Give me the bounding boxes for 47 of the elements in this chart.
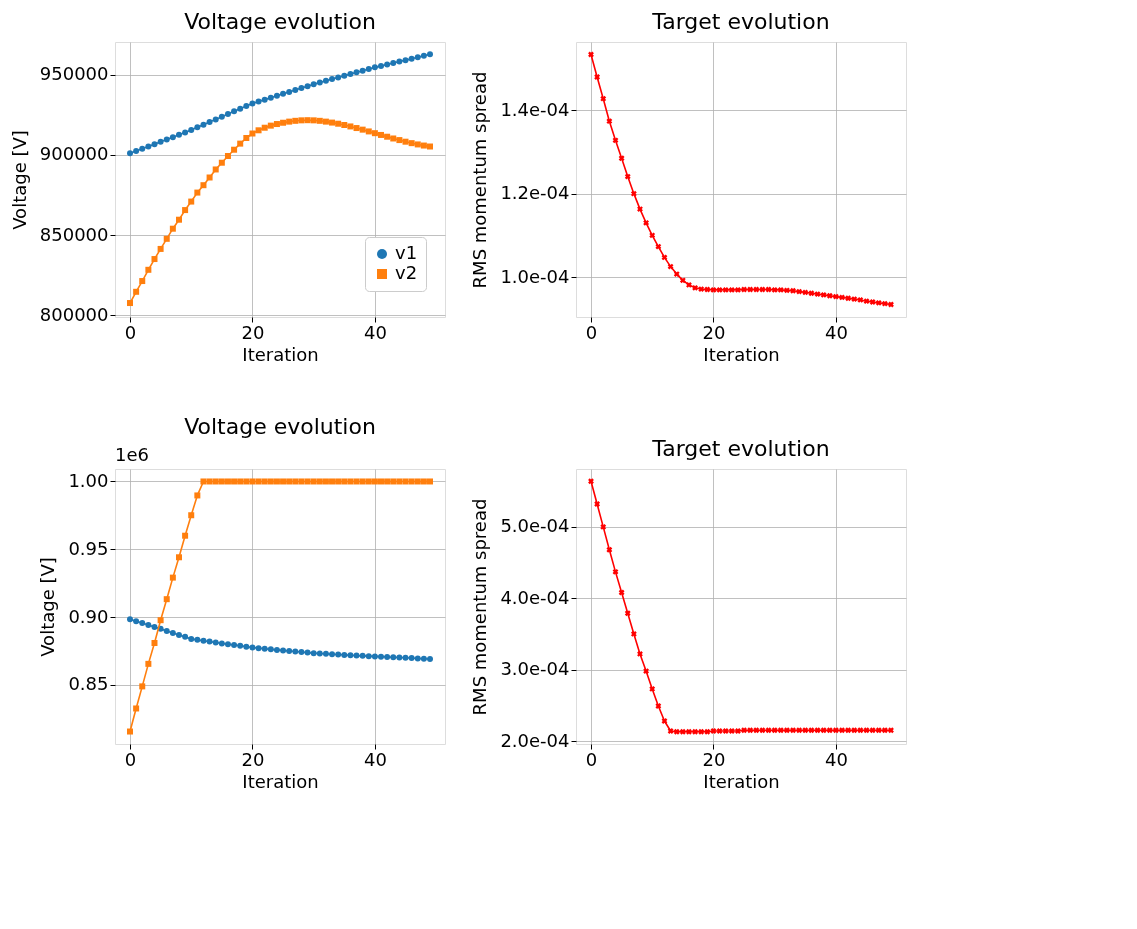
chart-title: Target evolution — [651, 436, 830, 461]
point — [741, 286, 747, 293]
x-tick-label: 40 — [824, 748, 848, 770]
y-tick-label: 900000 — [39, 143, 109, 165]
x-axis-title: Iteration — [703, 343, 780, 365]
x-tick-label: 20 — [702, 321, 726, 343]
x-tick-label: 40 — [363, 748, 387, 770]
chart-title: Target evolution — [651, 9, 830, 34]
x-tick-label: 20 — [702, 748, 726, 770]
x-tick-label: 0 — [124, 321, 137, 343]
text: 1e6 — [115, 444, 149, 465]
chart-title: Voltage evolution — [184, 9, 376, 34]
x-tick-label: 40 — [363, 321, 387, 343]
x-tick-label: 20 — [241, 748, 265, 770]
y-tick-label: 1.00 — [68, 469, 109, 491]
x-tick-label: 40 — [824, 321, 848, 343]
x-axis-title: Iteration — [703, 770, 780, 792]
x-tick-label: 20 — [241, 321, 265, 343]
point — [427, 655, 433, 662]
y-axis-title: RMS momentum spread — [469, 498, 491, 716]
y-tick-label: 850000 — [39, 223, 109, 245]
x-axis-title: Iteration — [242, 343, 319, 365]
y-tick-label: 950000 — [39, 63, 109, 85]
legend-label: v1 — [395, 242, 418, 263]
y-tick-label: 4.0e-04 — [500, 586, 570, 608]
point — [427, 478, 433, 485]
y-axis-title: Voltage [V] — [8, 130, 30, 230]
y-axis-title: RMS momentum spread — [469, 71, 491, 289]
x-tick-label: 0 — [585, 321, 598, 343]
y-tick-label: 3.0e-04 — [500, 658, 570, 680]
x-tick-label: 0 — [585, 748, 598, 770]
point — [588, 51, 594, 58]
y-tick-label: 2.0e-04 — [500, 729, 570, 751]
y-tick-label: 0.85 — [68, 673, 109, 695]
y-tick-label: 1.2e-04 — [500, 182, 570, 204]
y-tick-label: 0.90 — [68, 605, 109, 627]
y-tick-label: 1.0e-04 — [500, 265, 570, 287]
x-tick-label: 0 — [124, 748, 137, 770]
chart-title: Voltage evolution — [184, 414, 376, 439]
point — [888, 301, 894, 308]
y-tick-label: 1.4e-04 — [500, 98, 570, 120]
x-axis-title: Iteration — [242, 770, 319, 792]
legend-label: v2 — [395, 262, 418, 283]
y-tick-label: 0.95 — [68, 537, 109, 559]
y-tick-label: 5.0e-04 — [500, 515, 570, 537]
y-tick-label: 800000 — [39, 303, 109, 325]
y-axis-title: Voltage [V] — [37, 557, 59, 657]
